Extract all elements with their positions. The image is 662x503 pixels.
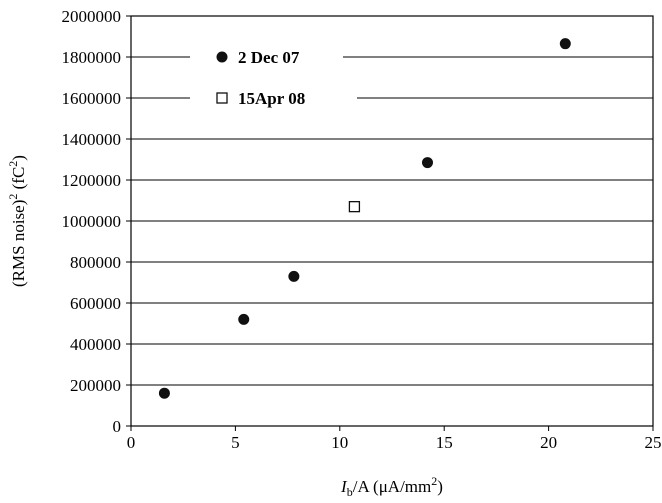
y-axis-label-mid: (fC [9,167,28,194]
y-tick-label: 1800000 [62,48,122,67]
data-points [158,38,571,399]
legend-label: 2 Dec 07 [238,48,300,67]
y-axis-label-sup2: 2 [6,161,20,167]
y-axis-label: (RMS noise)2 (fC2) [6,155,28,287]
gridlines [131,56,653,386]
y-tick-label: 1600000 [62,89,122,108]
x-axis-label: Ib/A (μA/mm2) [340,474,443,498]
x-axis-label-main: I [340,477,348,496]
x-tick-label: 20 [540,433,557,452]
x-axis-label-end: ) [437,477,443,496]
x-tick-label: 15 [436,433,453,452]
y-tick-label: 200000 [70,376,121,395]
y-tick-label: 1200000 [62,171,122,190]
legend-marker [216,92,228,104]
y-tick-label: 400000 [70,335,121,354]
y-tick-label: 800000 [70,253,121,272]
x-axis-label-sub: b [347,485,353,498]
x-tick-label: 0 [127,433,136,452]
data-point [158,387,170,399]
plot-frame [130,15,654,427]
y-tick-label: 0 [113,417,122,436]
y-tick-label: 2000000 [62,7,122,26]
x-tick-label: 5 [231,433,240,452]
axes: 0 200000 400000 600000 800000 1000000 1200000 1… [62,7,662,452]
y-tick-label: 1400000 [62,130,122,149]
x-tick-label: 25 [645,433,662,452]
legend-label: 15Apr 08 [238,89,305,108]
data-point [348,200,361,213]
y-tick-label: 1000000 [62,212,122,231]
y-axis-label-sup1: 2 [6,194,20,200]
axis-labels: Ib/A (μA/mm2) (RMS noise)2 (fC2) [6,155,443,499]
data-point [288,270,300,282]
x-tick-label: 10 [331,433,348,452]
data-point [421,157,433,169]
data-point [238,313,250,325]
x-axis-label-mid: /A (μA/mm [353,477,432,496]
legend: 2 Dec 07 15Apr 08 [216,48,305,108]
y-axis-label-main: (RMS noise) [9,200,28,287]
y-tick-label: 600000 [70,294,121,313]
y-axis-label-end: ) [9,155,28,161]
data-point [559,38,571,50]
legend-marker [216,51,228,63]
x-axis-label-sup: 2 [431,474,437,488]
